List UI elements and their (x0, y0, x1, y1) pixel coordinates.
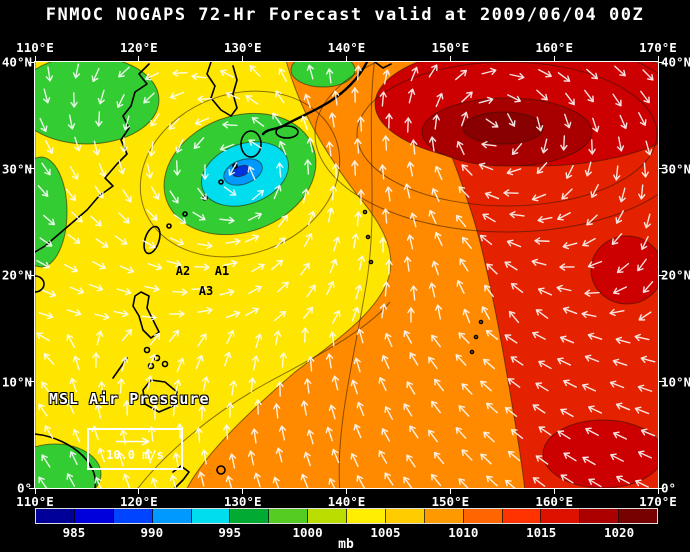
lon-tick-top (449, 56, 451, 61)
colorbar-segment (424, 509, 464, 523)
axis-label-lon-top: 120°E (120, 40, 158, 55)
map-frame: A1 A2 A3 MSL Air Pressure 10.0 m/s (34, 61, 659, 489)
lon-tick-top (553, 56, 555, 61)
axis-label-lon-top: 130°E (223, 40, 262, 55)
colorbar (35, 508, 658, 524)
colorbar-segment (619, 509, 657, 523)
lat-tick-left (29, 274, 34, 276)
axis-label-lon-top: 170°E (639, 40, 677, 55)
lon-tick-bottom (138, 489, 140, 494)
chart-title: FNMOC NOGAPS 72-Hr Forecast valid at 200… (45, 5, 645, 25)
colorbar-segment (502, 509, 542, 523)
axis-label-lon-top: 160°E (535, 40, 573, 55)
axis-label-lon-bottom: 160°E (535, 494, 573, 509)
lat-tick-left (29, 168, 34, 169)
colorbar-tick-label: 990 (140, 525, 164, 540)
axis-label-lon-bottom: 110°E (16, 494, 54, 509)
axis-label-lon-bottom: 120°E (120, 494, 158, 509)
colorbar-segment (269, 509, 309, 523)
axis-label-lon-bottom: 130°E (223, 494, 262, 509)
axis-label-lat-left: 30°N (1, 161, 32, 176)
colorbar-tick-label: 995 (218, 525, 241, 540)
lat-tick-right (659, 168, 664, 169)
field-label: MSL Air Pressure (49, 390, 210, 408)
storm-label-a3: A3 (199, 284, 213, 298)
lat-tick-left (29, 487, 34, 489)
axis-label-lat-left: 10°N (1, 374, 32, 389)
storm-label-a1: A1 (215, 264, 229, 278)
coastlines (35, 62, 484, 488)
storm-annotations: A1 A2 A3 (176, 264, 229, 298)
colorbar-tick-label: 1010 (448, 525, 479, 540)
wind-scale-box: 10.0 m/s (87, 428, 183, 470)
pressure-map: A1 A2 A3 (35, 62, 658, 488)
lon-tick-top (34, 56, 36, 61)
lon-tick-bottom (346, 489, 347, 494)
lat-tick-right (659, 61, 664, 63)
colorbar-segment (385, 509, 425, 523)
axis-label-lon-top: 110°E (16, 40, 54, 55)
axis-label-lon-bottom: 140°E (327, 494, 366, 509)
lat-tick-left (29, 61, 34, 63)
lat-tick-right (659, 274, 664, 276)
colorbar-segment (541, 509, 581, 523)
axis-label-lon-bottom: 150°E (431, 494, 470, 509)
axis-label-lon-top: 150°E (431, 40, 470, 55)
lon-tick-bottom (449, 489, 451, 494)
storm-label-a2: A2 (176, 264, 190, 278)
colorbar-tick-label: 1015 (526, 525, 557, 540)
axis-label-lat-right: 20°N (661, 267, 690, 283)
colorbar-segment (580, 509, 620, 523)
lon-tick-top (138, 56, 140, 61)
axis-label-lat-right: 30°N (661, 161, 690, 176)
axis-label-lon-bottom: 170°E (639, 494, 677, 509)
colorbar-segment (308, 509, 347, 523)
colorbar-segment (152, 509, 192, 523)
colorbar-segment (347, 509, 386, 523)
lon-tick-top (346, 56, 347, 61)
colorbar-segment (230, 509, 270, 523)
lon-tick-bottom (242, 489, 244, 494)
colorbar-segment (463, 509, 503, 523)
axis-label-lat-left: 20°N (1, 267, 32, 283)
lon-tick-top (242, 56, 244, 61)
colorbar-tick-label: 1020 (604, 525, 635, 540)
axis-label-lat-right: 40°N (661, 54, 690, 70)
colorbar-segment (36, 509, 75, 523)
lat-tick-right (659, 381, 664, 382)
lon-tick-bottom (657, 489, 659, 494)
colorbar-tick-label: 1000 (292, 525, 323, 540)
axis-label-lat-right: 10°N (661, 374, 690, 389)
lat-tick-right (659, 487, 664, 489)
lat-tick-left (29, 381, 34, 382)
colorbar-segment (113, 509, 153, 523)
lon-tick-bottom (34, 489, 36, 494)
colorbar-segment (74, 509, 114, 523)
wind-scale-arrow-icon (116, 436, 150, 446)
colorbar-tick-label: 1005 (370, 525, 401, 540)
axis-label-lat-right: 0° (661, 480, 677, 496)
axis-label-lat-left: 40°N (1, 54, 32, 70)
colorbar-tick-label: 985 (62, 525, 86, 540)
lon-tick-top (657, 56, 659, 61)
colorbar-segment (191, 509, 231, 523)
lon-tick-bottom (553, 489, 555, 494)
axis-label-lat-left: 0° (16, 480, 32, 496)
colorbar-unit-label: mb (338, 537, 354, 552)
wind-scale-label: 10.0 m/s (106, 447, 164, 462)
axis-label-lon-top: 140°E (327, 40, 366, 55)
